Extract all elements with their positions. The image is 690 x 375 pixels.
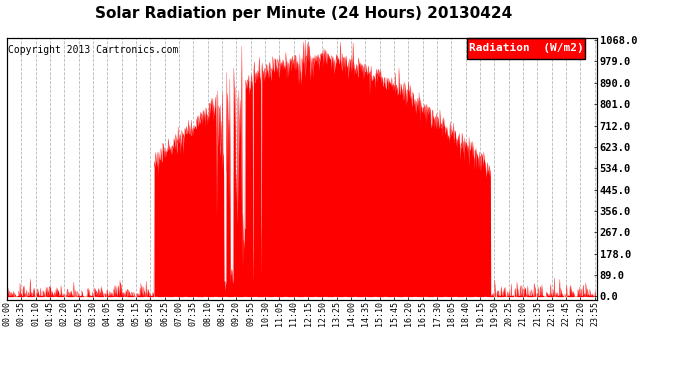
Text: Copyright 2013 Cartronics.com: Copyright 2013 Cartronics.com: [8, 45, 179, 56]
Text: Solar Radiation per Minute (24 Hours) 20130424: Solar Radiation per Minute (24 Hours) 20…: [95, 6, 512, 21]
FancyBboxPatch shape: [467, 38, 585, 58]
Text: Radiation  (W/m2): Radiation (W/m2): [469, 43, 584, 53]
